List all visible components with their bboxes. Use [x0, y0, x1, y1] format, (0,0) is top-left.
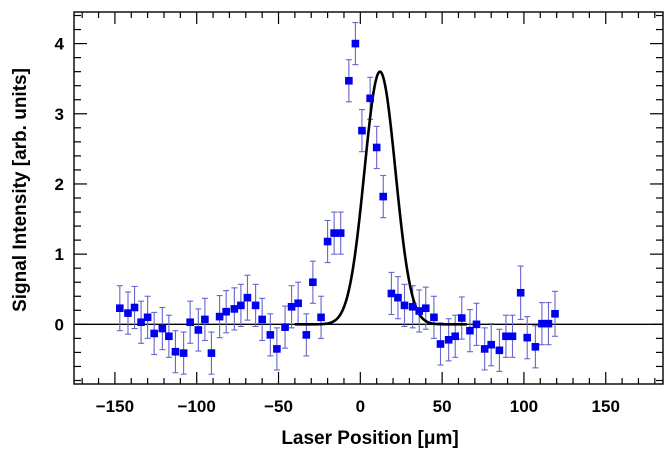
x-tick-label: −100 [178, 397, 216, 416]
data-point [330, 229, 338, 237]
data-point [372, 143, 381, 152]
data-point [487, 340, 496, 349]
data-point [323, 237, 332, 246]
data-point [351, 39, 360, 48]
data-point [158, 324, 167, 333]
y-axis-tick-labels: 0 1 2 3 4 [55, 35, 65, 335]
data-point [466, 326, 474, 335]
data-point [523, 333, 532, 342]
data-point [436, 340, 445, 348]
data-point [444, 335, 453, 344]
data-point [294, 299, 302, 308]
data-point [451, 332, 460, 341]
data-point [472, 320, 481, 329]
data-point [201, 315, 209, 324]
data-point [171, 347, 180, 356]
data-point [237, 301, 245, 310]
data-point [302, 331, 311, 339]
y-tick-label: 2 [55, 175, 64, 194]
y-tick-label: 3 [55, 105, 64, 124]
data-points [116, 39, 559, 357]
x-tick-label: −50 [264, 397, 293, 416]
data-point [394, 293, 402, 302]
data-point [379, 192, 388, 201]
y-tick-label: 1 [55, 245, 64, 264]
data-point [387, 289, 396, 298]
data-point [230, 305, 239, 313]
data-point [480, 345, 489, 353]
x-tick-label: 100 [510, 397, 538, 416]
data-point [165, 332, 173, 341]
data-point [531, 343, 540, 351]
data-point [317, 313, 325, 322]
data-point [309, 278, 317, 287]
y-axis-ticks [74, 14, 663, 382]
data-point [336, 229, 345, 237]
data-point [273, 345, 281, 353]
y-tick-label: 4 [55, 35, 65, 54]
y-axis-title: Signal Intensity [arb. units] [10, 68, 31, 312]
x-axis-title: Laser Position [μm] [281, 428, 458, 449]
data-point [116, 304, 124, 312]
data-point [345, 76, 353, 85]
y-tick-label: 0 [55, 315, 64, 334]
gaussian-fit-curve [294, 70, 467, 326]
data-point [130, 303, 139, 312]
data-point [495, 346, 504, 355]
data-point [415, 307, 424, 315]
data-point [258, 315, 266, 324]
data-point [179, 349, 188, 357]
data-point [222, 307, 230, 316]
data-point [287, 302, 296, 311]
error-bars [116, 21, 559, 375]
data-point [421, 304, 430, 312]
data-point [508, 332, 517, 341]
data-point [194, 326, 203, 334]
data-point [457, 314, 466, 322]
data-point [544, 319, 553, 328]
data-point [124, 309, 132, 317]
data-point [266, 331, 275, 339]
data-point [358, 126, 366, 135]
data-point [207, 349, 216, 357]
data-point [516, 288, 525, 297]
data-point [551, 310, 559, 318]
data-point [251, 301, 260, 310]
data-point [186, 318, 194, 327]
data-point [366, 94, 374, 103]
data-point [400, 301, 409, 310]
data-point [143, 313, 152, 322]
data-point [243, 293, 252, 302]
data-point [538, 319, 546, 328]
data-point [137, 318, 145, 327]
x-tick-label: 50 [433, 397, 452, 416]
x-tick-label: 150 [592, 397, 620, 416]
data-point [281, 323, 289, 331]
data-point [215, 312, 224, 321]
x-tick-label: −150 [96, 397, 134, 416]
data-point [408, 302, 417, 311]
data-point [150, 329, 158, 338]
data-point [502, 332, 510, 341]
x-tick-label: 0 [356, 397, 365, 416]
data-point [430, 313, 438, 322]
x-axis-tick-labels: −150 −100 −50 0 50 100 150 [96, 397, 620, 416]
x-axis-ticks [81, 12, 656, 384]
